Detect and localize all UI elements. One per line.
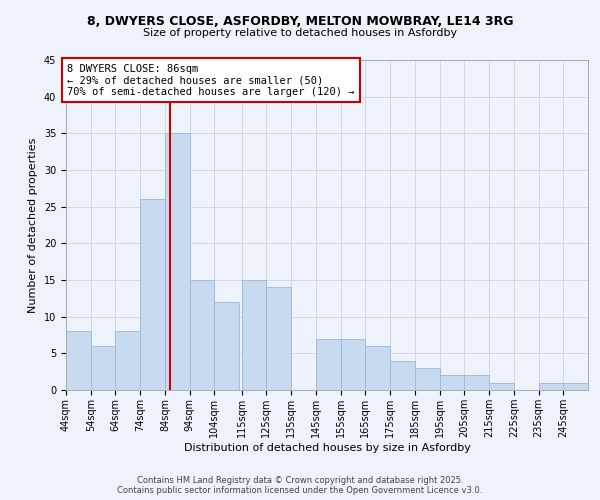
Bar (165, 134, 190, 390)
Bar (115, 332, 140, 390)
Bar (415, 368, 440, 390)
Bar (266, 288, 291, 390)
Bar (365, 346, 390, 390)
Bar (190, 280, 214, 390)
Bar (316, 338, 341, 390)
Y-axis label: Number of detached properties: Number of detached properties (28, 138, 38, 312)
Bar (539, 382, 563, 390)
Text: 8 DWYERS CLOSE: 86sqm
← 29% of detached houses are smaller (50)
70% of semi-deta: 8 DWYERS CLOSE: 86sqm ← 29% of detached … (67, 64, 355, 97)
Bar (440, 376, 464, 390)
Text: Contains HM Land Registry data © Crown copyright and database right 2025.
Contai: Contains HM Land Registry data © Crown c… (118, 476, 482, 495)
Bar (464, 376, 489, 390)
Bar (390, 360, 415, 390)
Bar (563, 382, 588, 390)
Text: Size of property relative to detached houses in Asfordby: Size of property relative to detached ho… (143, 28, 457, 38)
Bar (489, 382, 514, 390)
Bar (214, 302, 239, 390)
Bar (242, 280, 266, 390)
Bar (140, 200, 165, 390)
X-axis label: Distribution of detached houses by size in Asfordby: Distribution of detached houses by size … (184, 442, 470, 452)
Text: 8, DWYERS CLOSE, ASFORDBY, MELTON MOWBRAY, LE14 3RG: 8, DWYERS CLOSE, ASFORDBY, MELTON MOWBRA… (87, 15, 513, 28)
Bar (66, 332, 91, 390)
Bar (91, 346, 115, 390)
Bar (341, 338, 365, 390)
